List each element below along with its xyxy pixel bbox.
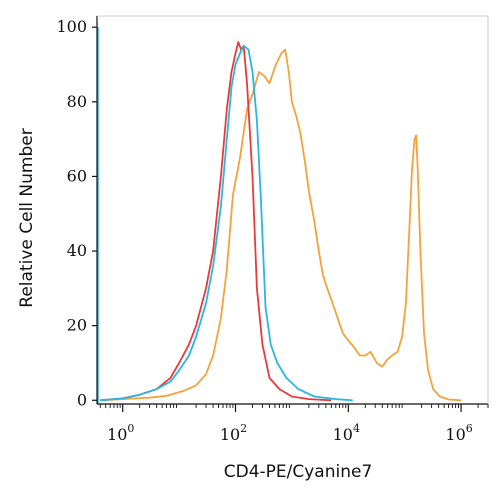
y-tick-label: 0 — [77, 390, 87, 409]
x-axis-ticks: 100 102 104 106 — [99, 404, 489, 444]
y-axis-title: Relative Cell Number — [17, 128, 37, 307]
y-tick-label: 60 — [67, 166, 87, 185]
series-line-1 — [100, 48, 462, 402]
y-axis-ticks: 0 20 40 60 80 100 — [56, 17, 97, 409]
series-line-2 — [100, 41, 332, 402]
series-line-3 — [100, 44, 353, 402]
plot-frame — [96, 15, 489, 405]
y-tick-label: 80 — [67, 92, 87, 111]
y-tick-label: 20 — [67, 316, 87, 335]
series-layer — [97, 27, 462, 404]
x-axis-title: CD4-PE/Cyanine7 — [224, 462, 373, 482]
y-tick-label: 40 — [67, 241, 87, 260]
x-tick-label: 104 — [333, 422, 360, 444]
x-tick-label: 102 — [220, 422, 247, 444]
y-tick-label: 100 — [56, 17, 87, 36]
x-tick-label: 100 — [107, 422, 134, 444]
x-tick-label: 106 — [445, 422, 472, 444]
